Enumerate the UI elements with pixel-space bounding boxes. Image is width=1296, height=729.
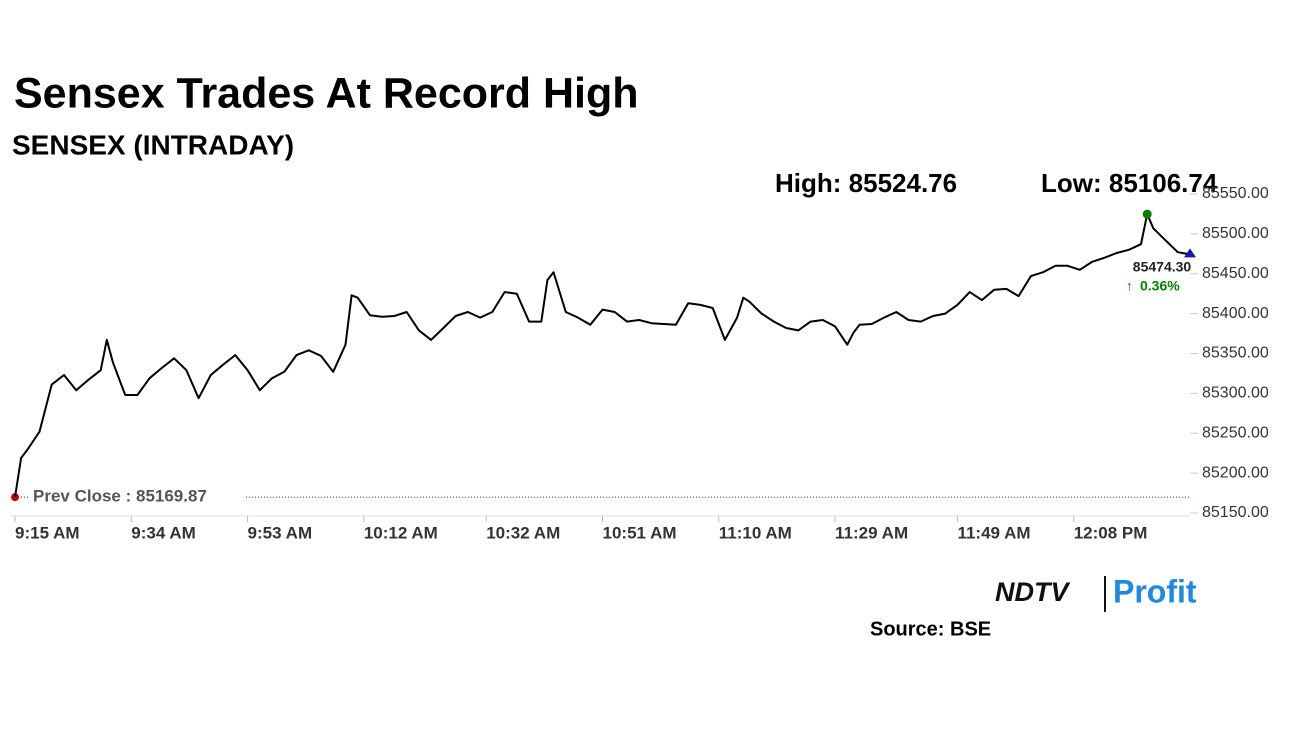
x-tick-label: 10:32 AM (486, 523, 560, 542)
x-tick-label: 9:15 AM (15, 523, 80, 542)
x-tick-label: 11:10 AM (719, 523, 792, 542)
high-label: High: 85524.76 (775, 168, 957, 198)
y-tick-label: 85300.00 (1202, 385, 1269, 402)
high-marker (1142, 209, 1152, 219)
chart-title: Sensex Trades At Record High (14, 69, 639, 117)
x-tick-label: 12:08 PM (1074, 523, 1148, 542)
logo-profit: Profit (1113, 573, 1197, 609)
y-tick-label: 85250.00 (1202, 424, 1269, 441)
y-tick-label: 85450.00 (1202, 265, 1269, 282)
prev-close-label-bg (28, 485, 244, 510)
price-line (14, 213, 1191, 498)
y-tick-label: 85200.00 (1202, 464, 1269, 481)
change-label: 0.36% (1140, 278, 1180, 294)
source: Source: BSE (870, 618, 991, 640)
last-marker (1184, 248, 1196, 258)
x-tick-label: 10:12 AM (364, 523, 438, 542)
last-label: 85474.30 (1133, 259, 1192, 275)
x-tick-label: 11:49 AM (957, 523, 1030, 542)
low-label: Low: 85106.74 (1041, 168, 1218, 198)
chart-subtitle: SENSEX (INTRADAY) (12, 129, 294, 160)
logo-ndtv: NDTV (995, 577, 1070, 607)
x-tick-label: 9:53 AM (248, 523, 313, 542)
x-tick-label: 10:51 AM (603, 523, 677, 542)
prev-close-dot (11, 493, 19, 502)
y-tick-label: 85500.00 (1202, 225, 1269, 242)
prev-close-label: Prev Close : 85169.87 (33, 487, 207, 506)
y-tick-label: 85400.00 (1202, 305, 1269, 322)
y-tick-label: 85350.00 (1202, 345, 1269, 362)
y-tick-label: 85550.00 (1202, 185, 1269, 202)
y-tick-label: 85150.00 (1202, 504, 1269, 521)
change-arrow: ↑ (1126, 278, 1133, 294)
x-tick-label: 9:34 AM (131, 523, 196, 542)
x-tick-label: 11:29 AM (835, 523, 908, 542)
